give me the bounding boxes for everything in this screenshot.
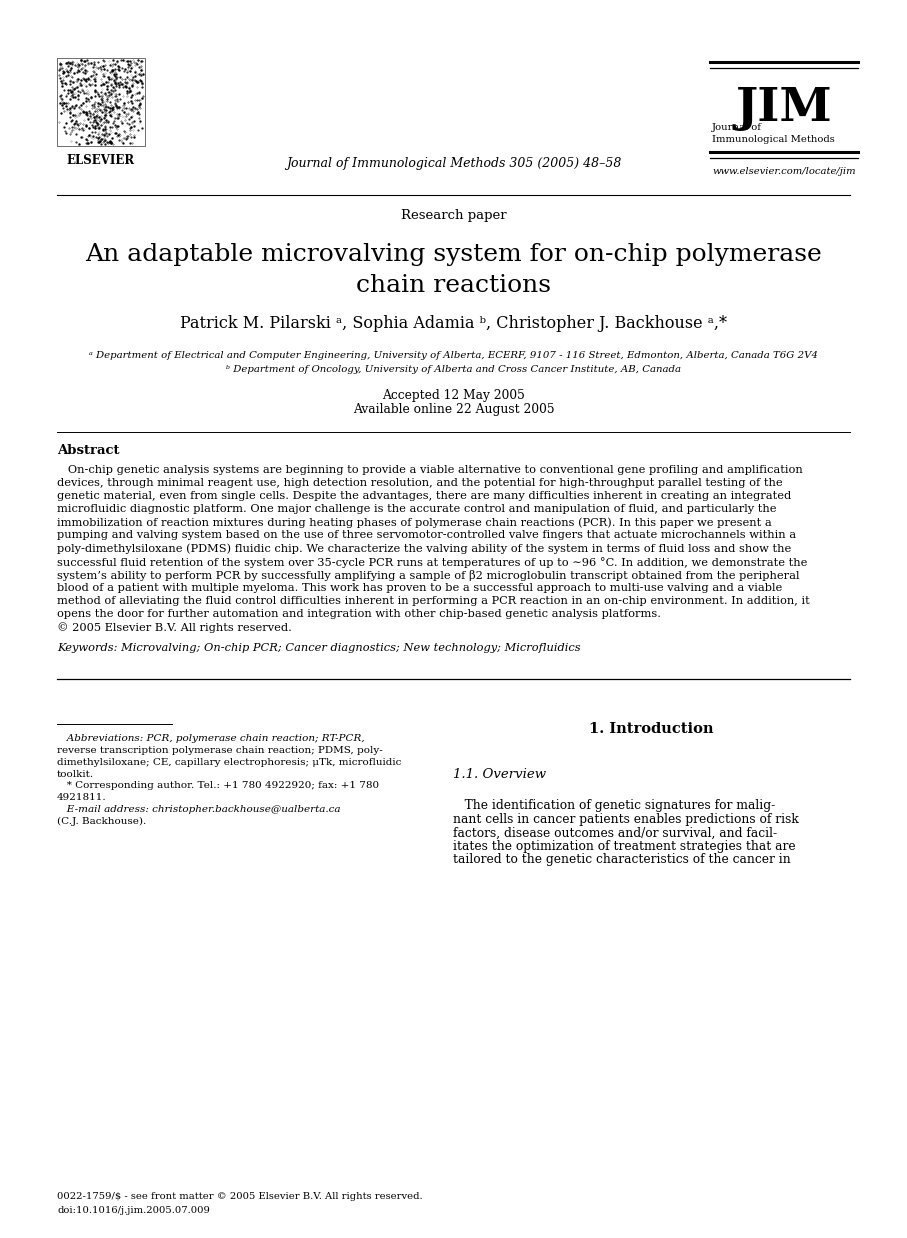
Text: chain reactions: chain reactions [356,274,551,296]
Text: Accepted 12 May 2005: Accepted 12 May 2005 [382,390,525,402]
Text: ᵃ Department of Electrical and Computer Engineering, University of Alberta, ECER: ᵃ Department of Electrical and Computer … [89,350,818,359]
Text: factors, disease outcomes and/or survival, and facil-: factors, disease outcomes and/or surviva… [453,826,777,839]
Text: genetic material, even from single cells. Despite the advantages, there are many: genetic material, even from single cells… [57,491,791,501]
Text: Research paper: Research paper [401,208,506,222]
Text: poly-dimethylsiloxane (PDMS) fluidic chip. We characterize the valving ability o: poly-dimethylsiloxane (PDMS) fluidic chi… [57,543,791,555]
Text: pumping and valving system based on the use of three servomotor-controlled valve: pumping and valving system based on the … [57,531,796,541]
Text: tailored to the genetic characteristics of the cancer in: tailored to the genetic characteristics … [453,853,791,867]
Text: (C.J. Backhouse).: (C.J. Backhouse). [57,817,146,826]
Text: The identification of genetic signatures for malig-: The identification of genetic signatures… [453,800,775,812]
Bar [57,58,145,146]
Text: toolkit.: toolkit. [57,770,94,779]
Text: Journal of Immunological Methods 305 (2005) 48–58: Journal of Immunological Methods 305 (20… [286,157,621,171]
Text: JIM: JIM [736,85,833,131]
Text: microfluidic diagnostic platform. One major challenge is the accurate control an: microfluidic diagnostic platform. One ma… [57,504,776,514]
Text: On-chip genetic analysis systems are beginning to provide a viable alternative t: On-chip genetic analysis systems are beg… [57,465,803,475]
Text: www.elsevier.com/locate/jim: www.elsevier.com/locate/jim [712,167,855,177]
Text: * Corresponding author. Tel.: +1 780 4922920; fax: +1 780: * Corresponding author. Tel.: +1 780 492… [57,781,379,791]
Text: nant cells in cancer patients enables predictions of risk: nant cells in cancer patients enables pr… [453,813,799,826]
Text: devices, through minimal reagent use, high detection resolution, and the potenti: devices, through minimal reagent use, hi… [57,478,783,488]
Text: method of alleviating the fluid control difficulties inherent in performing a PC: method of alleviating the fluid control … [57,595,810,605]
Text: Keywords: Microvalving; On-chip PCR; Cancer diagnostics; New technology; Microfl: Keywords: Microvalving; On-chip PCR; Can… [57,644,580,654]
Text: 1. Introduction: 1. Introduction [590,722,714,737]
Text: Patrick M. Pilarski ᵃ, Sophia Adamia ᵇ, Christopher J. Backhouse ᵃ,*: Patrick M. Pilarski ᵃ, Sophia Adamia ᵇ, … [180,314,727,332]
Text: ELSEVIER: ELSEVIER [67,154,135,166]
Text: 0022-1759/$ - see front matter © 2005 Elsevier B.V. All rights reserved.: 0022-1759/$ - see front matter © 2005 El… [57,1192,423,1201]
Text: system’s ability to perform PCR by successfully amplifying a sample of β2 microg: system’s ability to perform PCR by succe… [57,569,799,581]
Text: Journal of: Journal of [712,124,762,132]
Text: reverse transcription polymerase chain reaction; PDMS, poly-: reverse transcription polymerase chain r… [57,747,383,755]
Text: itates the optimization of treatment strategies that are: itates the optimization of treatment str… [453,839,795,853]
Text: dimethylsiloxane; CE, capillary electrophoresis; μTk, microfluidic: dimethylsiloxane; CE, capillary electrop… [57,758,402,766]
Text: Abbreviations: PCR, polymerase chain reaction; RT-PCR,: Abbreviations: PCR, polymerase chain rea… [57,734,365,743]
Text: Available online 22 August 2005: Available online 22 August 2005 [353,404,554,416]
Text: 4921811.: 4921811. [57,794,107,802]
Text: immobilization of reaction mixtures during heating phases of polymerase chain re: immobilization of reaction mixtures duri… [57,517,772,527]
Text: An adaptable microvalving system for on-chip polymerase: An adaptable microvalving system for on-… [85,244,822,266]
Text: Abstract: Abstract [57,443,120,457]
Text: E-mail address: christopher.backhouse@ualberta.ca: E-mail address: christopher.backhouse@ua… [57,805,340,815]
Text: Immunological Methods: Immunological Methods [712,135,834,145]
Text: ᵇ Department of Oncology, University of Alberta and Cross Cancer Institute, AB, : ᵇ Department of Oncology, University of … [226,365,681,375]
Text: opens the door for further automation and integration with other chip-based gene: opens the door for further automation an… [57,609,661,619]
Text: doi:10.1016/j.jim.2005.07.009: doi:10.1016/j.jim.2005.07.009 [57,1206,210,1214]
Text: successful fluid retention of the system over 35-cycle PCR runs at temperatures : successful fluid retention of the system… [57,557,807,567]
Text: blood of a patient with multiple myeloma. This work has proven to be a successfu: blood of a patient with multiple myeloma… [57,583,782,593]
Text: 1.1. Overview: 1.1. Overview [453,768,546,781]
Text: © 2005 Elsevier B.V. All rights reserved.: © 2005 Elsevier B.V. All rights reserved… [57,623,292,633]
